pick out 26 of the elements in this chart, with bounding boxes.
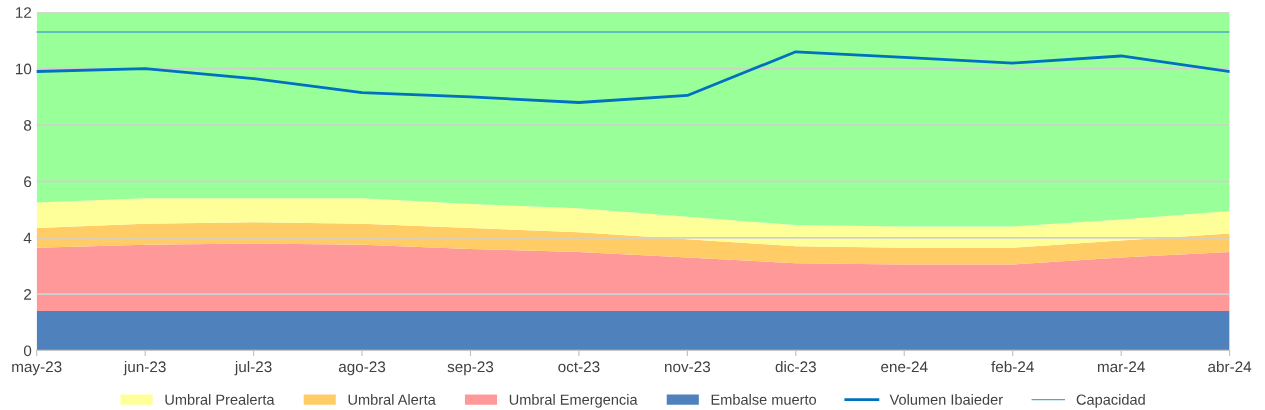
y-tick-label: 2 <box>24 289 32 300</box>
x-tick-label: jul-23 <box>234 360 272 376</box>
x-tick-label: sep-23 <box>447 361 494 376</box>
legend-label: Volumen Ibaieder <box>889 394 1003 405</box>
y-tick-label: 12 <box>16 7 32 18</box>
x-tick-label: ene-24 <box>881 361 928 373</box>
legend-label: Embalse muerto <box>711 394 817 405</box>
x-tick-label: feb-24 <box>991 360 1034 373</box>
x-tick-label: may-23 <box>12 361 62 376</box>
y-tick-label: 10 <box>16 63 32 75</box>
legend-label: Umbral Emergencia <box>509 394 638 408</box>
x-tick-label: ago-23 <box>338 361 386 376</box>
legend-label: Umbral Alerta <box>348 394 436 405</box>
x-tick-label: abr-24 <box>1208 360 1252 373</box>
x-tick-label: nov-23 <box>665 361 711 373</box>
line-series <box>36 50 1230 104</box>
x-tick-label: jun-23 <box>123 360 166 376</box>
y-tick-label: 0 <box>23 345 32 357</box>
legend-label: Umbral Prealerta <box>165 394 275 405</box>
x-tick-label: dic-23 <box>775 360 816 373</box>
y-tick-label: 6 <box>24 176 32 188</box>
y-tick-label: 4 <box>23 232 32 244</box>
legend-label: Capacidad <box>1076 394 1145 408</box>
x-tick-label: mar-24 <box>1097 361 1145 373</box>
x-tick-label: oct-23 <box>558 361 600 373</box>
y-tick-label: 8 <box>23 119 32 131</box>
